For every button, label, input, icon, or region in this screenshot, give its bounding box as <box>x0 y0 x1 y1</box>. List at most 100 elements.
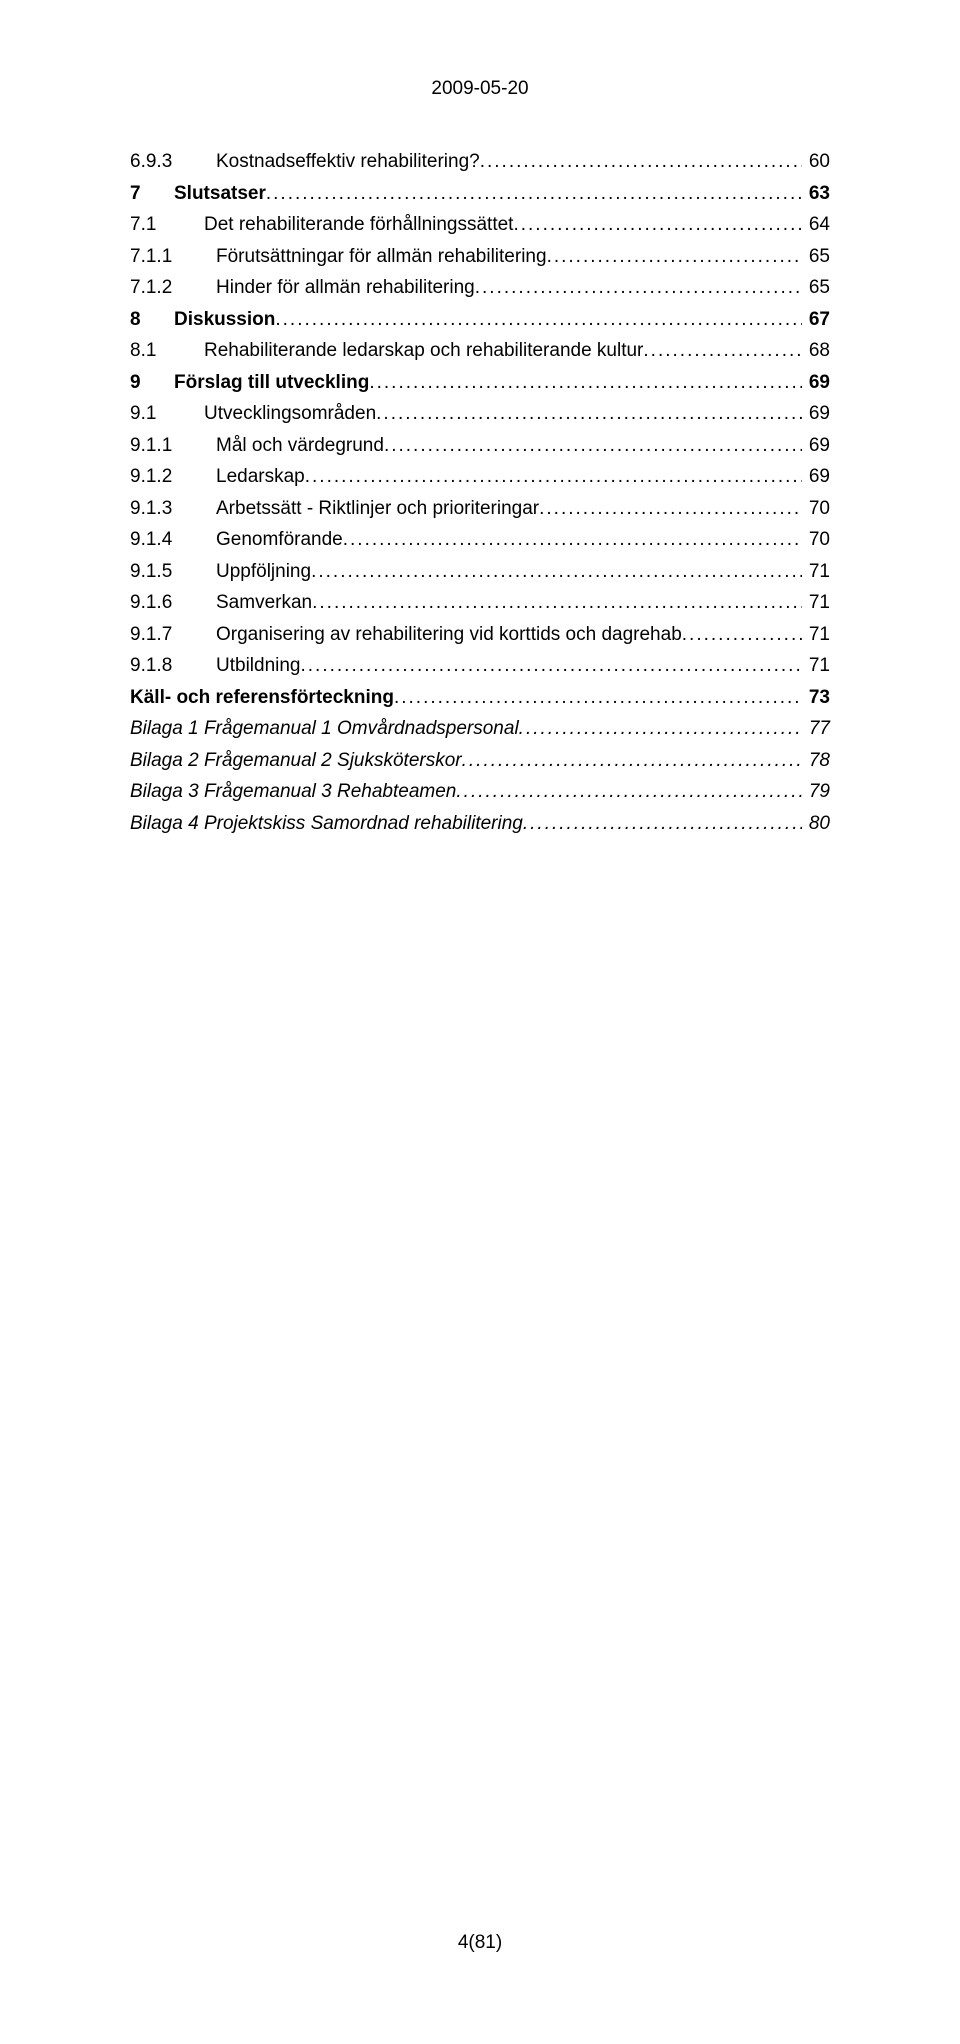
document-page: 2009-05-20 6.9.3Kostnadseffektiv rehabil… <box>0 0 960 833</box>
toc-entry: 9Förslag till utveckling 69 <box>130 373 830 392</box>
toc-entry-page: 64 <box>802 215 830 234</box>
toc-entry: Käll- och referensförteckning 73 <box>130 688 830 707</box>
toc-entry-number: 9.1.3 <box>130 499 216 518</box>
toc-dot-leader <box>682 625 802 644</box>
toc-entry: Bilaga 2 Frågemanual 2 Sjuksköterskor 78 <box>130 751 830 770</box>
toc-entry-title: Bilaga 3 Frågemanual 3 Rehabteamen <box>130 782 456 801</box>
toc-entry-number: 9.1.2 <box>130 467 216 486</box>
toc-entry-title: Bilaga 1 Frågemanual 1 Omvårdnadspersona… <box>130 719 519 738</box>
toc-dot-leader <box>462 751 802 770</box>
toc-entry-page: 80 <box>802 814 830 833</box>
toc-dot-leader <box>343 530 802 549</box>
toc-entry-page: 71 <box>802 625 830 644</box>
toc-dot-leader <box>369 373 802 392</box>
toc-entry-page: 65 <box>802 247 830 266</box>
toc-entry-number: 9.1.8 <box>130 656 216 675</box>
toc-entry-title: Ledarskap <box>216 467 305 486</box>
toc-entry: Bilaga 4 Projektskiss Samordnad rehabili… <box>130 814 830 833</box>
toc-entry-title: Förutsättningar för allmän rehabiliterin… <box>216 247 547 266</box>
toc-entry-number: 6.9.3 <box>130 152 216 171</box>
toc-entry: 9.1.1Mål och värdegrund 69 <box>130 436 830 455</box>
toc-dot-leader <box>312 593 802 612</box>
toc-entry-number: 9.1.5 <box>130 562 216 581</box>
toc-entry: 9.1.8Utbildning 71 <box>130 656 830 675</box>
toc-dot-leader <box>475 278 802 297</box>
toc-entry: 9.1.5Uppföljning 71 <box>130 562 830 581</box>
toc-dot-leader <box>305 467 802 486</box>
toc-dot-leader <box>456 782 802 801</box>
toc-entry: 8.1Rehabiliterande ledarskap och rehabil… <box>130 341 830 360</box>
toc-dot-leader <box>384 436 802 455</box>
toc-entry-title: Förslag till utveckling <box>174 373 369 392</box>
toc-entry-page: 67 <box>802 310 830 329</box>
toc-entry-page: 68 <box>802 341 830 360</box>
toc-entry-number: 7 <box>130 184 174 203</box>
toc-entry: 7.1.2Hinder för allmän rehabilitering65 <box>130 278 830 297</box>
toc-entry-page: 65 <box>802 278 830 297</box>
toc-entry-page: 71 <box>802 593 830 612</box>
toc-entry-title: Utvecklingsområden <box>204 404 376 423</box>
toc-entry-page: 70 <box>802 530 830 549</box>
toc-entry-title: Diskussion <box>174 310 275 329</box>
toc-entry: 8Diskussion 67 <box>130 310 830 329</box>
toc-entry: 7.1Det rehabiliterande förhållningssätte… <box>130 215 830 234</box>
toc-entry-page: 71 <box>802 562 830 581</box>
toc-entry-number: 8.1 <box>130 341 204 360</box>
toc-entry-title: Bilaga 4 Projektskiss Samordnad rehabili… <box>130 814 523 833</box>
toc-entry-title: Uppföljning <box>216 562 311 581</box>
toc-entry-number: 8 <box>130 310 174 329</box>
toc-dot-leader <box>311 562 802 581</box>
toc-entry-title: Genomförande <box>216 530 343 549</box>
toc-entry-title: Mål och värdegrund <box>216 436 384 455</box>
toc-entry: 7Slutsatser 63 <box>130 184 830 203</box>
toc-entry: 9.1.4Genomförande 70 <box>130 530 830 549</box>
toc-entry-title: Utbildning <box>216 656 301 675</box>
toc-entry-page: 69 <box>802 404 830 423</box>
toc-entry: 9.1Utvecklingsområden 69 <box>130 404 830 423</box>
toc-entry-title: Käll- och referensförteckning <box>130 688 394 707</box>
toc-entry: 6.9.3Kostnadseffektiv rehabilitering?60 <box>130 152 830 171</box>
toc-entry-title: Kostnadseffektiv rehabilitering? <box>216 152 480 171</box>
toc-dot-leader <box>376 404 802 423</box>
toc-dot-leader <box>480 152 802 171</box>
toc-dot-leader <box>275 310 802 329</box>
toc-entry-page: 70 <box>802 499 830 518</box>
toc-entry-page: 71 <box>802 656 830 675</box>
toc-entry-page: 73 <box>802 688 830 707</box>
toc-entry-page: 69 <box>802 373 830 392</box>
table-of-contents: 6.9.3Kostnadseffektiv rehabilitering?60 7… <box>130 152 830 833</box>
toc-entry-title: Slutsatser <box>174 184 266 203</box>
toc-entry-title: Samverkan <box>216 593 312 612</box>
page-footer-number: 4(81) <box>0 1932 960 1954</box>
toc-entry-number: 9.1.4 <box>130 530 216 549</box>
toc-dot-leader <box>539 499 802 518</box>
page-date-header: 2009-05-20 <box>130 78 830 100</box>
toc-entry-number: 9.1 <box>130 404 204 423</box>
toc-dot-leader <box>547 247 802 266</box>
toc-entry-page: 78 <box>802 751 830 770</box>
toc-entry-page: 69 <box>802 436 830 455</box>
toc-entry-number: 7.1.2 <box>130 278 216 297</box>
toc-entry-title: Bilaga 2 Frågemanual 2 Sjuksköterskor <box>130 751 462 770</box>
toc-dot-leader <box>394 688 802 707</box>
toc-dot-leader <box>519 719 802 738</box>
toc-entry-title: Rehabiliterande ledarskap och rehabilite… <box>204 341 643 360</box>
toc-entry-number: 9.1.1 <box>130 436 216 455</box>
toc-dot-leader <box>523 814 802 833</box>
toc-entry: Bilaga 3 Frågemanual 3 Rehabteamen 79 <box>130 782 830 801</box>
toc-entry-page: 63 <box>802 184 830 203</box>
toc-entry-page: 79 <box>802 782 830 801</box>
toc-entry: 7.1.1Förutsättningar för allmän rehabili… <box>130 247 830 266</box>
toc-entry-title: Det rehabiliterande förhållningssättet <box>204 215 513 234</box>
toc-entry-page: 77 <box>802 719 830 738</box>
toc-entry-page: 69 <box>802 467 830 486</box>
toc-entry-number: 7.1.1 <box>130 247 216 266</box>
toc-dot-leader <box>513 215 802 234</box>
toc-entry-number: 9 <box>130 373 174 392</box>
toc-entry-number: 9.1.7 <box>130 625 216 644</box>
toc-entry: 9.1.2Ledarskap 69 <box>130 467 830 486</box>
toc-dot-leader <box>266 184 802 203</box>
toc-entry: Bilaga 1 Frågemanual 1 Omvårdnadspersona… <box>130 719 830 738</box>
toc-dot-leader <box>301 656 803 675</box>
toc-entry: 9.1.3Arbetssätt - Riktlinjer och priorit… <box>130 499 830 518</box>
